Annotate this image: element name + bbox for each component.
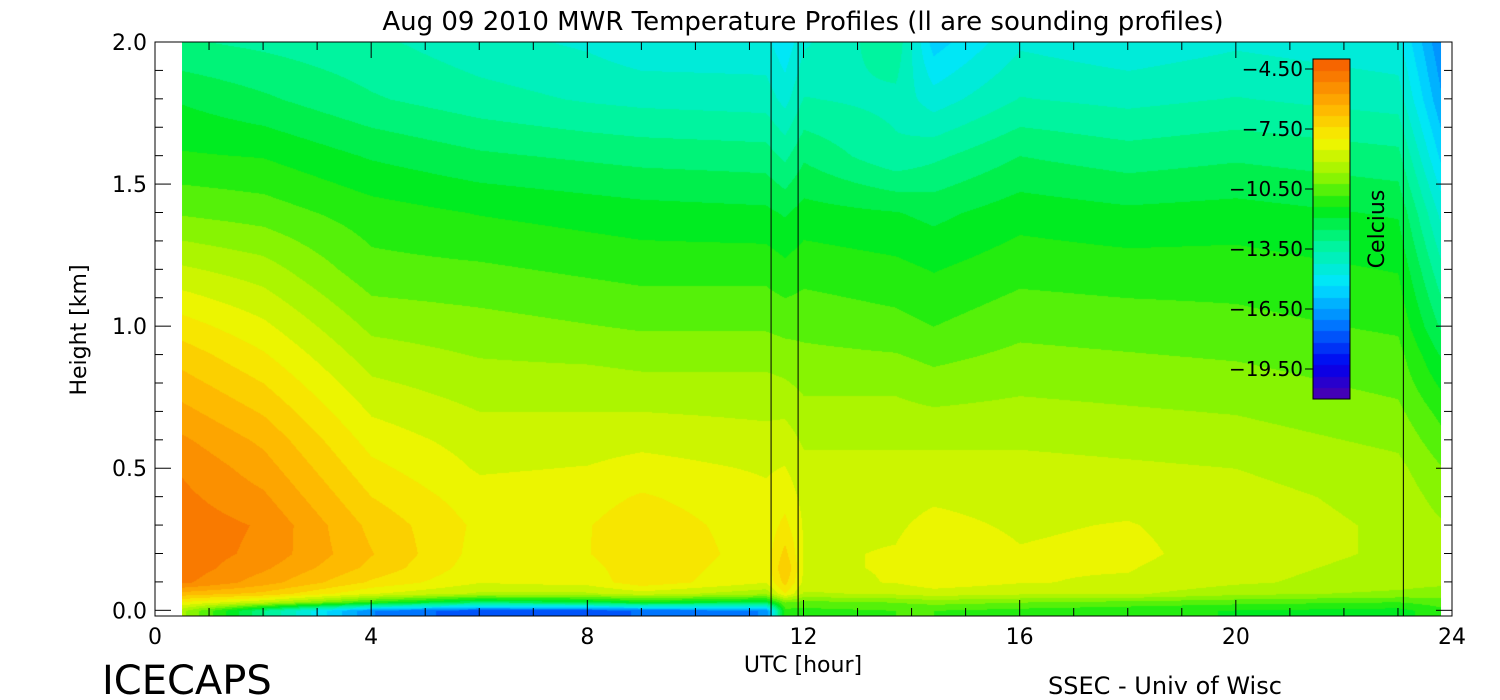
sounding-profile-lines — [770, 42, 1404, 616]
x-tick-label: 16 — [1006, 625, 1034, 650]
y-tick-label: 2.0 — [112, 31, 147, 56]
y-tick-label: 0.0 — [112, 599, 147, 624]
colorbar-ticks: −4.50 −7.50 −10.50 −13.50 −16.50 −19.50 — [1229, 57, 1313, 381]
x-tick-label: 20 — [1222, 625, 1250, 650]
y-tick-label: 1.0 — [112, 315, 147, 340]
y-axis-label: Height [km] — [67, 264, 92, 395]
x-tick-label: 4 — [364, 625, 378, 650]
colorbar-tick-label: −4.50 — [1242, 57, 1303, 81]
y-axis: 0.0 0.5 1.0 1.5 2.0 — [112, 31, 1452, 624]
x-tick-label: 24 — [1438, 625, 1466, 650]
y-tick-label: 1.5 — [112, 173, 147, 198]
x-tick-label: 12 — [790, 625, 818, 650]
colorbar-tick-label: −7.50 — [1242, 117, 1303, 141]
x-axis-label: UTC [hour] — [744, 653, 862, 678]
x-tick-label: 0 — [148, 625, 162, 650]
x-axis: 0 4 8 12 16 20 24 — [148, 42, 1466, 650]
colorbar-tick-label: −10.50 — [1229, 177, 1303, 201]
brand-logo-text: ICECAPS — [102, 658, 272, 700]
y-tick-label: 0.5 — [112, 457, 147, 482]
colorbar-tick-label: −16.50 — [1229, 297, 1303, 321]
x-tick-label: 8 — [580, 625, 594, 650]
colorbar-frame — [1312, 58, 1351, 400]
colorbar-tick-label: −19.50 — [1229, 357, 1303, 381]
credit-text: SSEC - Univ of Wisc — [1048, 672, 1282, 700]
colorbar-label: Celcius — [1365, 190, 1390, 269]
chart-title: Aug 09 2010 MWR Temperature Profiles (ll… — [382, 7, 1223, 37]
heatmap-field — [182, 42, 1442, 616]
colorbar-gradient — [1313, 59, 1350, 399]
colorbar-tick-label: −13.50 — [1229, 237, 1303, 261]
